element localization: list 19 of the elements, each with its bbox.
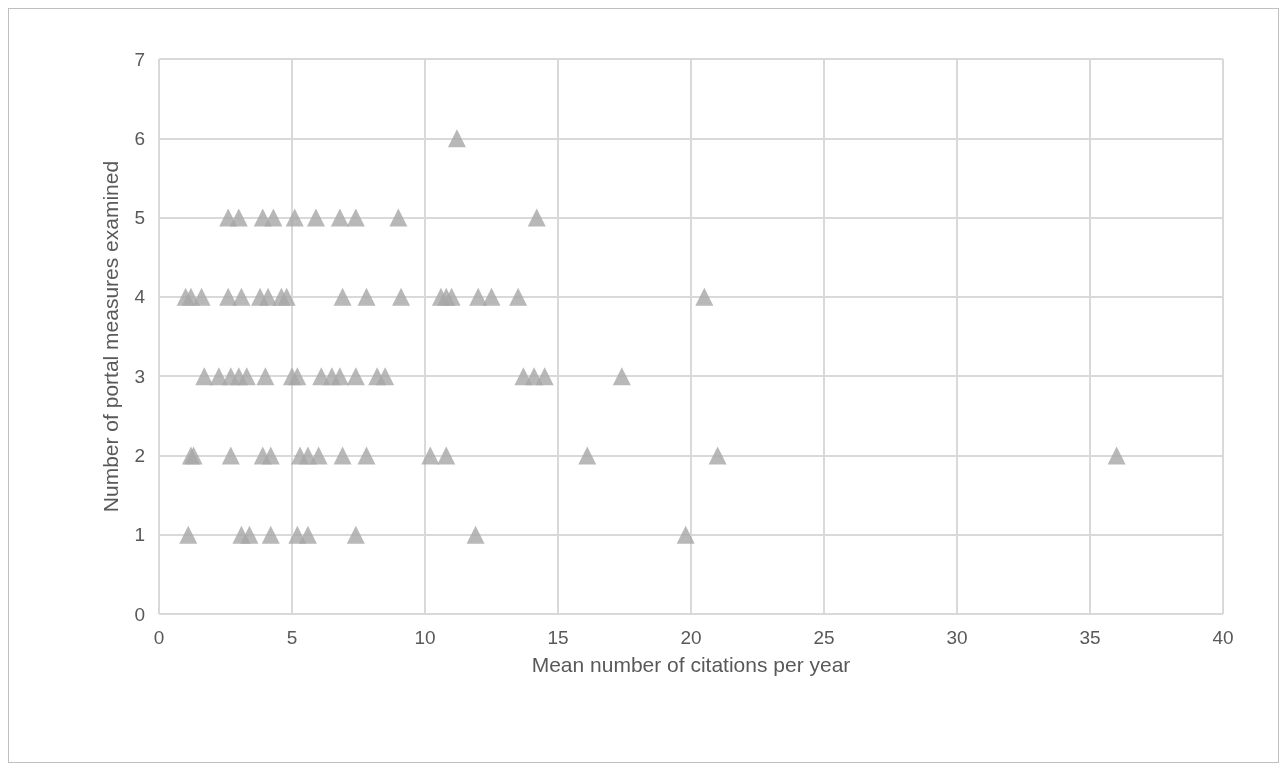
y-axis-title: Number of portal measures examined [99,160,122,513]
x-axis-title: Mean number of citations per year [531,653,851,676]
y-tick-label: 4 [134,286,146,308]
x-tick-label: 15 [547,627,569,648]
y-tick-label: 0 [134,603,145,625]
y-tick-label: 6 [134,127,145,149]
x-tick-label: 25 [813,627,835,648]
x-tick-label: 5 [286,627,298,648]
x-tick-label: 35 [1079,627,1101,648]
y-tick-label: 7 [134,48,145,70]
y-tick-label: 2 [134,444,145,466]
x-tick-label: 20 [680,627,702,648]
x-tick-label: 40 [1212,627,1234,648]
x-tick-label: 30 [946,627,968,648]
y-tick-label: 1 [134,524,145,546]
y-tick-label: 3 [134,365,145,387]
x-tick-label: 10 [414,627,436,648]
y-tick-label: 5 [134,207,145,229]
x-tick-label: 0 [153,627,165,648]
